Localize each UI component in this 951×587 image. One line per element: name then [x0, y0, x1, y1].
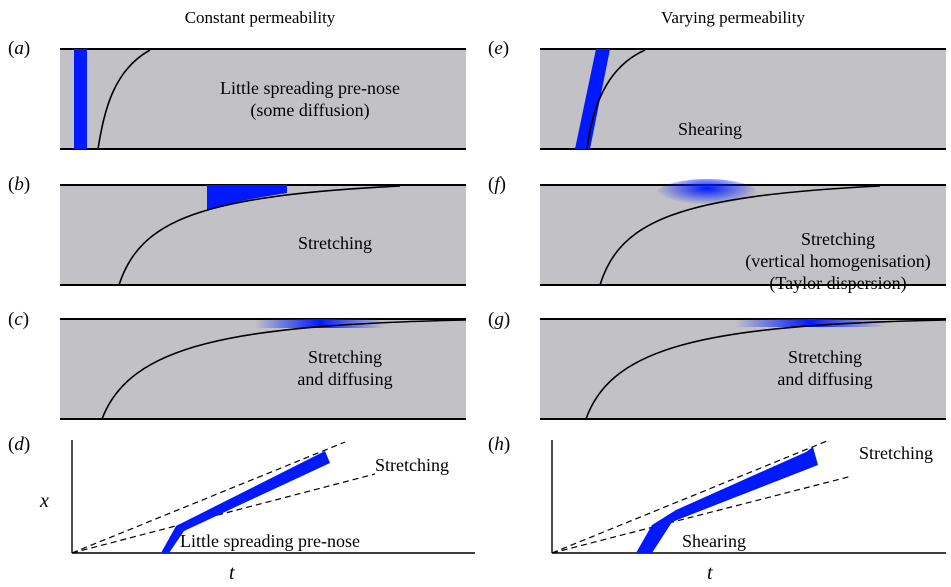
panel-f-text-line-1: Stretching	[801, 229, 875, 249]
panel-b-text-line-1: Stretching	[298, 233, 372, 253]
panel-label-f: (f)	[488, 174, 506, 195]
panel-d-tracer-band	[161, 451, 330, 553]
panel-f	[540, 179, 946, 286]
panel-a-text-line-2: (some diffusion)	[250, 100, 370, 120]
panel-h-xlabel: t	[707, 562, 713, 584]
panel-h	[551, 440, 946, 554]
panel-a-text: Little spreading pre-nose (some diffusio…	[195, 77, 425, 121]
panel-label-h: (h)	[488, 434, 511, 455]
panel-e-layer	[540, 49, 946, 149]
panel-d-ylabel: x	[40, 490, 49, 512]
left-column-title: Constant permeability	[184, 8, 336, 27]
panel-f-text: Stretching (vertical homogenisation) (Ta…	[733, 228, 943, 294]
panel-g-interface	[585, 319, 947, 420]
panel-e	[540, 48, 946, 150]
panel-c-interface	[101, 319, 467, 420]
panel-b-layer	[60, 185, 466, 285]
panel-c-text-line-2: and diffusing	[297, 369, 393, 389]
panel-a-text-line-1: Little spreading pre-nose	[220, 78, 400, 98]
panel-e-interface	[586, 49, 646, 150]
panel-label-g: (g)	[488, 309, 511, 330]
panel-g-text: Stretching and diffusing	[760, 346, 890, 390]
panel-a-interface	[97, 49, 151, 150]
panel-b	[60, 184, 466, 286]
panel-label-a: (a)	[8, 38, 31, 59]
panel-e-tracer	[575, 49, 610, 149]
panel-f-interface	[599, 185, 881, 286]
panel-c	[60, 318, 467, 420]
panel-g-layer	[540, 319, 946, 419]
panel-e-text-line-1: Shearing	[678, 119, 742, 139]
panel-b-text: Stretching	[280, 232, 390, 254]
panel-g-tracer	[735, 319, 885, 327]
panel-g-text-line-1: Stretching	[788, 347, 862, 367]
panel-f-text-line-2: (vertical homogenisation)	[745, 251, 931, 271]
panel-a-layer	[60, 49, 466, 149]
panel-h-tracer-band	[636, 447, 818, 553]
panel-label-d: (d)	[8, 434, 31, 455]
panel-d-annotation-upper: Stretching	[375, 455, 449, 475]
panel-c-layer	[60, 319, 466, 419]
panel-d-xlabel: t	[229, 562, 235, 584]
panel-a-tracer	[74, 49, 87, 149]
panel-d	[71, 440, 475, 554]
panel-h-lower-dashed	[551, 475, 853, 554]
panel-label-c: (c)	[8, 309, 30, 330]
panel-f-text-line-3: (Taylor dispersion)	[769, 273, 907, 293]
panel-label-e: (e)	[488, 38, 510, 59]
panel-h-annotation-upper: Stretching	[859, 443, 933, 463]
panel-d-annotation-lower: Little spreading pre-nose	[180, 531, 360, 551]
right-column-title: Varying permeability	[661, 8, 805, 27]
panel-c-tracer	[255, 319, 385, 328]
panel-a	[60, 48, 466, 150]
panel-c-text: Stretching and diffusing	[280, 346, 410, 390]
panel-h-annotation-lower: Shearing	[682, 531, 746, 551]
panel-d-upper-dashed	[71, 441, 346, 554]
panel-label-b: (b)	[8, 174, 31, 195]
panel-f-tracer	[655, 179, 759, 211]
panel-b-tracer	[207, 185, 287, 210]
panel-d-lower-dashed	[71, 473, 376, 554]
panel-g	[540, 318, 947, 420]
panel-b-interface	[118, 185, 401, 286]
panel-g-text-line-2: and diffusing	[777, 369, 873, 389]
panel-e-text: Shearing	[650, 118, 770, 140]
panel-c-text-line-1: Stretching	[308, 347, 382, 367]
